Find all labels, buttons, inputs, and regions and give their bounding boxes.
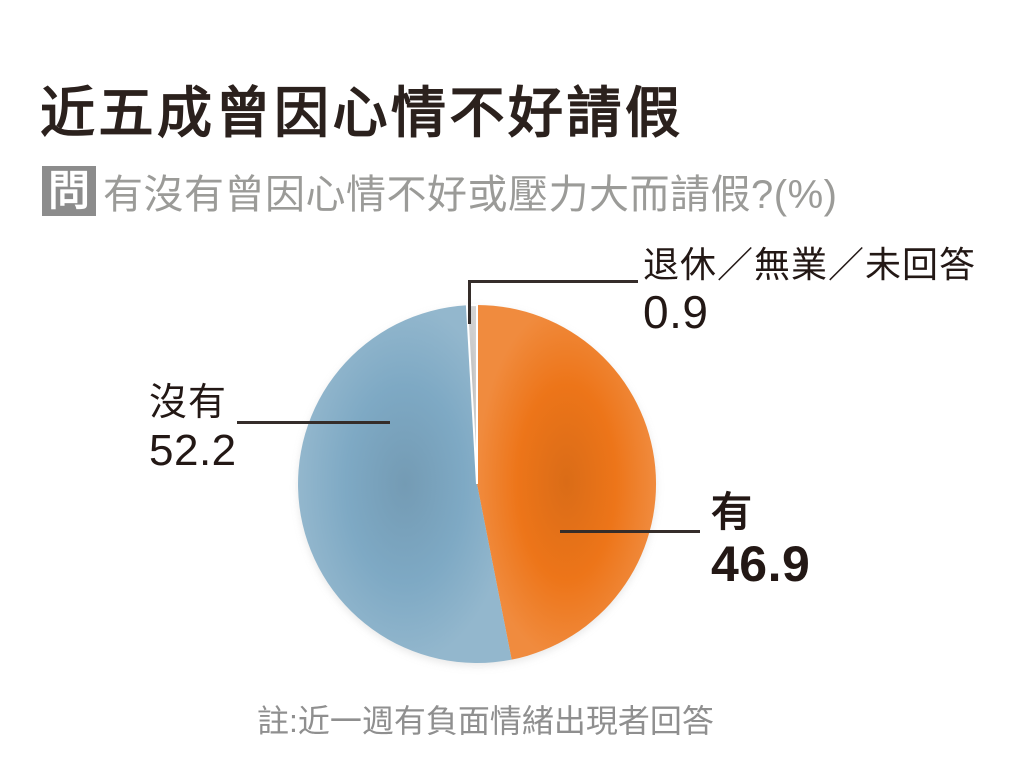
question-row: 問 有沒有曾因心情不好或壓力大而請假?(%)	[42, 165, 837, 217]
leader-line-other-vertical	[468, 280, 471, 324]
callout-other-value: 0.9	[643, 286, 709, 339]
callout-yes-label: 有	[711, 489, 753, 535]
question-badge: 問	[42, 166, 96, 216]
question-text: 有沒有曾因心情不好或壓力大而請假?(%)	[103, 173, 838, 217]
callout-no-label: 沒有	[149, 382, 228, 424]
callout-other-label: 退休／無業／未回答	[643, 244, 977, 285]
pie-slice-yes	[477, 305, 657, 660]
footnote: 註:近一週有負面情緒出現者回答	[257, 703, 714, 739]
callout-yes: 有 46.9	[711, 488, 810, 590]
callout-no-value: 52.2	[149, 425, 237, 475]
pie-chart	[298, 303, 657, 664]
page-title: 近五成曾因心情不好請假	[40, 82, 684, 144]
callout-no: 沒有 52.2	[149, 381, 237, 474]
callout-other: 退休／無業／未回答 0.9	[643, 244, 976, 336]
callout-yes-value: 46.9	[711, 536, 811, 593]
pie-slice-no	[298, 305, 512, 664]
leader-line-no	[237, 421, 390, 424]
leader-line-yes	[560, 530, 700, 533]
leader-line-other-horizontal	[468, 280, 638, 283]
pie-slice-retired-unemployed-no-answer	[465, 303, 478, 485]
